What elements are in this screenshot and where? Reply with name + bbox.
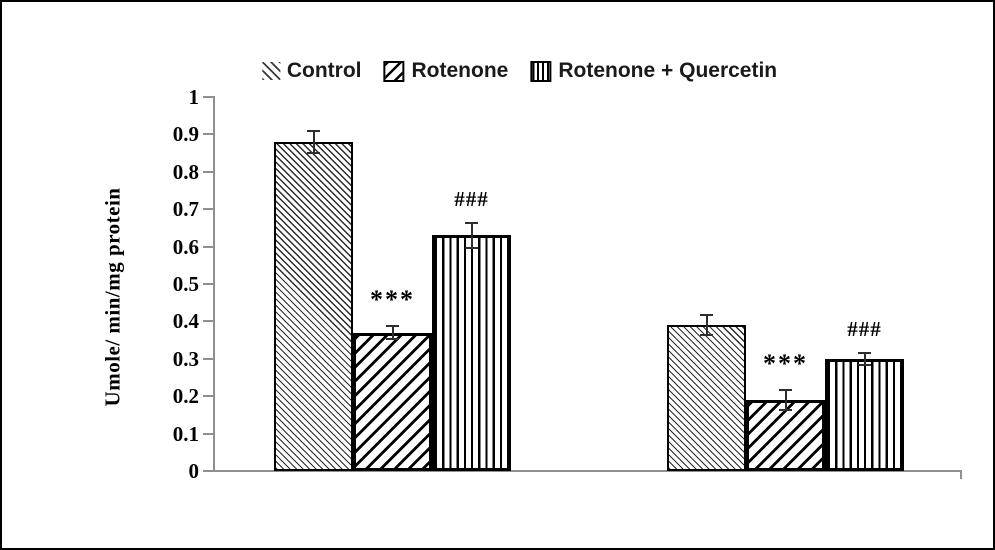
- y-tick-label: 0.7: [172, 197, 199, 222]
- legend-item-quercetin: Rotenone + Quercetin: [530, 59, 777, 83]
- legend-swatch-rotenone-icon: [383, 60, 405, 82]
- y-tick-label: 1: [188, 85, 200, 109]
- y-tick-label: 0.9: [172, 122, 199, 147]
- legend-swatch-control-icon: [261, 62, 280, 80]
- y-tick: [203, 357, 215, 360]
- error-bar-control-group1: [307, 129, 320, 154]
- y-tick: [203, 283, 215, 285]
- error-bar-rotenone-group2: [779, 388, 792, 412]
- y-tick-label: 0.2: [172, 384, 199, 409]
- error-bar-cap-bottom: [858, 363, 871, 366]
- significance-marker-rotenone-group2: ***: [763, 348, 808, 378]
- error-bar-cap-top: [465, 221, 478, 224]
- error-bar-cap-bottom: [465, 247, 478, 250]
- error-bar-quercetin-group2: [858, 351, 871, 366]
- error-bar-quercetin-group1: [465, 221, 478, 250]
- significance-marker-quercetin-group1: ###: [454, 186, 489, 211]
- legend-label-quercetin: Rotenone + Quercetin: [558, 59, 778, 82]
- y-tick-label: 0.6: [172, 234, 199, 259]
- significance-marker-rotenone-group1: ***: [370, 285, 415, 315]
- legend-label-rotenone: Rotenone: [411, 59, 509, 82]
- error-bar-vline: [863, 351, 866, 366]
- error-bar-control-group2: [700, 314, 713, 336]
- y-tick: [203, 320, 215, 323]
- error-bar-vline: [705, 314, 708, 336]
- legend-swatch-quercetin-icon: [530, 60, 552, 82]
- error-bar-vline: [470, 221, 473, 250]
- legend-label-control: Control: [286, 59, 362, 82]
- y-tick: [203, 395, 215, 398]
- y-tick-label: 0.5: [172, 272, 199, 296]
- y-tick: [203, 470, 215, 472]
- legend: Control Rotenone Rotenone + Quercetin: [261, 59, 777, 83]
- error-bar-cap-top: [700, 314, 713, 317]
- error-bar-cap-top: [307, 129, 320, 132]
- y-tick: [203, 96, 215, 98]
- error-bar-cap-bottom: [779, 409, 792, 412]
- legend-item-rotenone: Rotenone: [383, 59, 509, 83]
- x-axis-line: [203, 470, 962, 472]
- y-axis-title: Umole/ min/mg protein: [100, 187, 125, 407]
- bar-rotenone-group1: [353, 332, 432, 471]
- error-bar-vline: [784, 388, 787, 412]
- y-tick: [203, 245, 215, 248]
- error-bar-cap-top: [779, 388, 792, 391]
- y-tick-label: 0.8: [172, 159, 199, 184]
- legend-item-control: Control: [261, 59, 362, 83]
- y-tick: [203, 208, 215, 211]
- error-bar-cap-bottom: [307, 151, 320, 154]
- bar-quercetin-group1: [432, 235, 511, 471]
- y-tick: [203, 170, 215, 173]
- y-tick-label: 0.3: [172, 346, 199, 371]
- x-axis-end-tick: [960, 471, 962, 479]
- error-bar-cap-bottom: [386, 338, 399, 341]
- error-bar-vline: [391, 325, 394, 341]
- significance-marker-quercetin-group2: ###: [847, 316, 882, 341]
- error-bar-rotenone-group1: [386, 325, 399, 341]
- y-tick: [203, 432, 215, 435]
- error-bar-cap-bottom: [700, 333, 713, 336]
- bar-quercetin-group2: [825, 358, 904, 471]
- y-tick-label: 0.1: [172, 421, 199, 446]
- y-tick-label: 0: [188, 459, 200, 483]
- error-bar-vline: [312, 129, 315, 154]
- bar-control-group1: [274, 141, 353, 471]
- error-bar-cap-top: [386, 325, 399, 328]
- y-tick: [203, 133, 215, 136]
- y-tick-label: 0.4: [172, 309, 199, 334]
- bar-control-group2: [667, 325, 746, 471]
- error-bar-cap-top: [858, 351, 871, 354]
